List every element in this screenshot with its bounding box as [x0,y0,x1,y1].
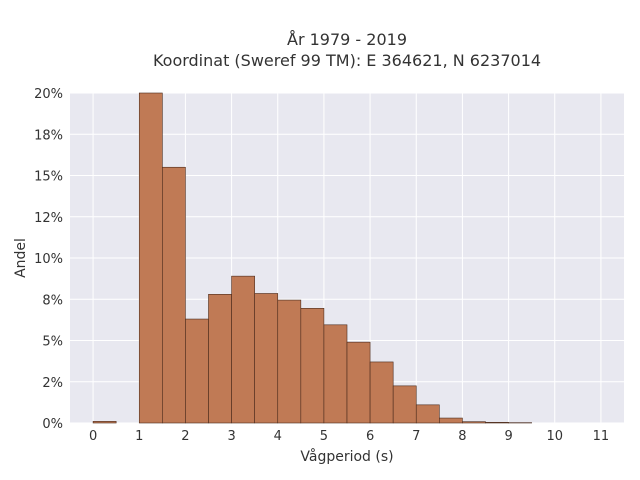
x-axis-ticks: 0 1 2 3 4 5 6 7 8 9 10 11 [89,429,609,444]
histogram-bar [138,92,163,424]
histogram-bar [439,417,463,424]
y-tick-label: 2% [42,376,63,391]
histogram-bar [162,166,186,424]
y-axis-label: Andel [13,238,29,278]
histogram-bar [231,275,255,424]
histogram-bar [346,341,371,424]
y-tick-label: 5% [42,335,63,350]
histogram-bar [392,385,417,424]
histogram-bar [323,324,348,424]
histogram-bar [462,421,486,424]
chart-title-line1: År 1979 - 2019 [287,30,407,49]
x-tick-label: 4 [274,429,282,444]
y-tick-label: 20% [34,87,63,102]
x-tick-label: 10 [546,429,563,444]
x-tick-label: 6 [366,429,374,444]
y-tick-label: 8% [42,293,63,308]
x-tick-label: 1 [135,429,143,444]
x-tick-label: 9 [504,429,512,444]
y-tick-label: 10% [34,252,63,267]
bars [92,92,532,424]
histogram-bar [92,421,117,424]
histogram-bar [277,299,302,424]
y-tick-label: 12% [34,211,63,226]
x-tick-label: 11 [593,429,610,444]
x-axis-label: Vågperiod (s) [300,448,393,465]
x-tick-label: 0 [89,429,97,444]
y-tick-label: 15% [34,170,63,185]
x-tick-label: 5 [320,429,328,444]
x-tick-label: 7 [412,429,420,444]
histogram-bar [369,361,394,424]
x-tick-label: 2 [181,429,189,444]
histogram-bar [185,318,209,424]
y-tick-label: 0% [42,417,63,432]
histogram-bar [300,308,325,424]
x-tick-label: 8 [458,429,466,444]
x-tick-label: 3 [227,429,235,444]
histogram-bar [485,422,509,424]
y-tick-label: 18% [34,128,63,143]
histogram-bar [415,404,440,424]
y-axis-ticks: 0% 2% 5% 8% 10% 12% 15% 18% 20% [34,87,63,432]
histogram-bar [208,293,232,424]
chart-title-line2: Koordinat (Sweref 99 TM): E 364621, N 62… [153,51,541,70]
histogram-bar [254,293,279,424]
